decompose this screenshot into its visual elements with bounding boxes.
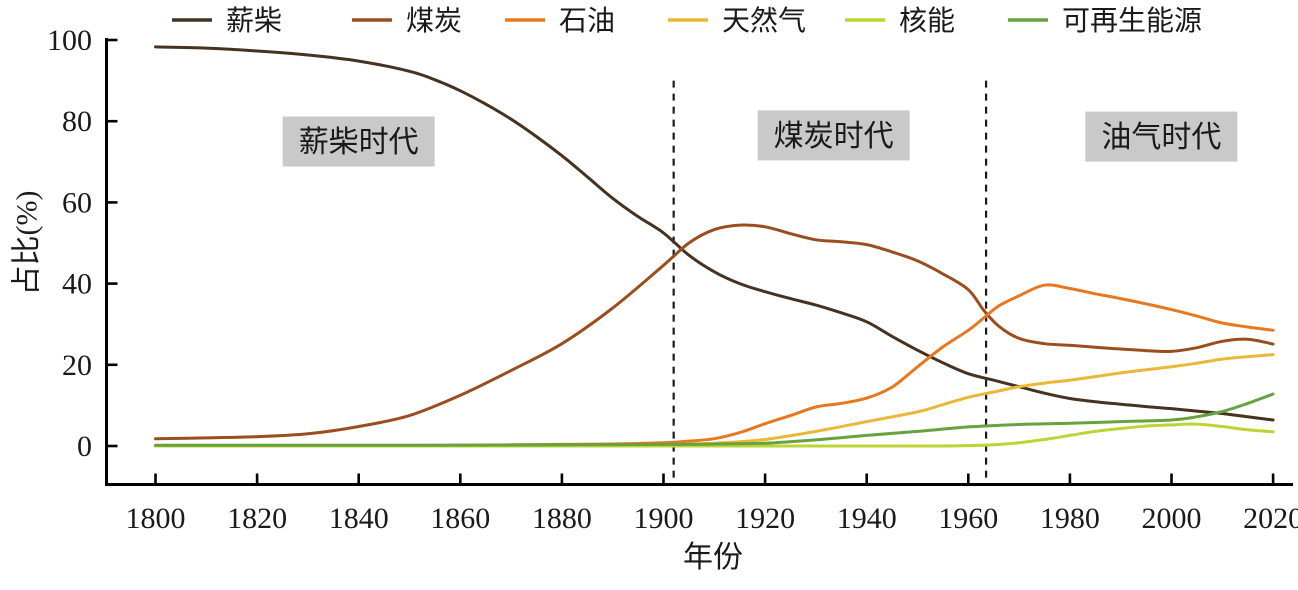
y-tick-label: 40 (62, 268, 92, 301)
y-tick-label: 0 (77, 430, 92, 463)
x-tick-label: 1900 (634, 502, 694, 535)
legend-label: 天然气 (722, 5, 806, 37)
data-series (154, 45, 1275, 448)
x-tick-label: 2020 (1243, 502, 1298, 535)
era-label: 薪柴时代 (299, 126, 419, 159)
era-label-bg (757, 110, 910, 161)
era-label: 油气时代 (1101, 121, 1221, 154)
era-divider-lines (672, 80, 988, 485)
era-annotations: 薪柴时代 煤炭时代 油气时代 (282, 110, 1238, 167)
x-tick-label: 1840 (329, 502, 389, 535)
axes: 0 20 40 60 80 100 1800 1820 1840 1860 1880 1900 1920… (47, 24, 1298, 535)
x-tick-label: 2000 (1142, 502, 1202, 535)
era-label-bg (282, 116, 435, 167)
y-tick-label: 20 (62, 349, 92, 382)
legend-label: 可再生能源 (1062, 5, 1202, 37)
x-tick-label: 1880 (532, 502, 592, 535)
x-tick-label: 1980 (1040, 502, 1100, 535)
era-label: 煤炭时代 (774, 120, 894, 153)
series-line-煤炭 (154, 223, 1275, 441)
y-tick-label: 80 (62, 105, 92, 138)
legend-label: 薪柴 (226, 5, 282, 37)
legend-label: 核能 (899, 5, 955, 37)
legend-label: 煤炭 (406, 5, 462, 37)
axis-spines (105, 38, 1293, 486)
x-tick-label: 1860 (430, 502, 490, 535)
x-axis-title: 年份 (683, 541, 743, 574)
y-tick-label: 100 (47, 24, 92, 57)
legend-label: 石油 (559, 5, 615, 37)
x-tick-label: 1800 (126, 502, 186, 535)
x-tick-label: 1920 (735, 502, 795, 535)
y-axis-title: 占比(%) (11, 191, 44, 296)
series-line-核能 (154, 422, 1275, 448)
x-tick-label: 1940 (837, 502, 897, 535)
x-tick-label: 1820 (227, 502, 287, 535)
series-line-薪柴 (154, 45, 1275, 422)
series-line-可再生能源 (154, 392, 1275, 447)
era-label-bg (1085, 111, 1238, 162)
chart-legend: 薪柴 煤炭 石油 天然气 核能 可再生能源 (172, 5, 1202, 37)
x-tick-label: 1960 (938, 502, 998, 535)
y-tick-label: 60 (62, 186, 92, 219)
